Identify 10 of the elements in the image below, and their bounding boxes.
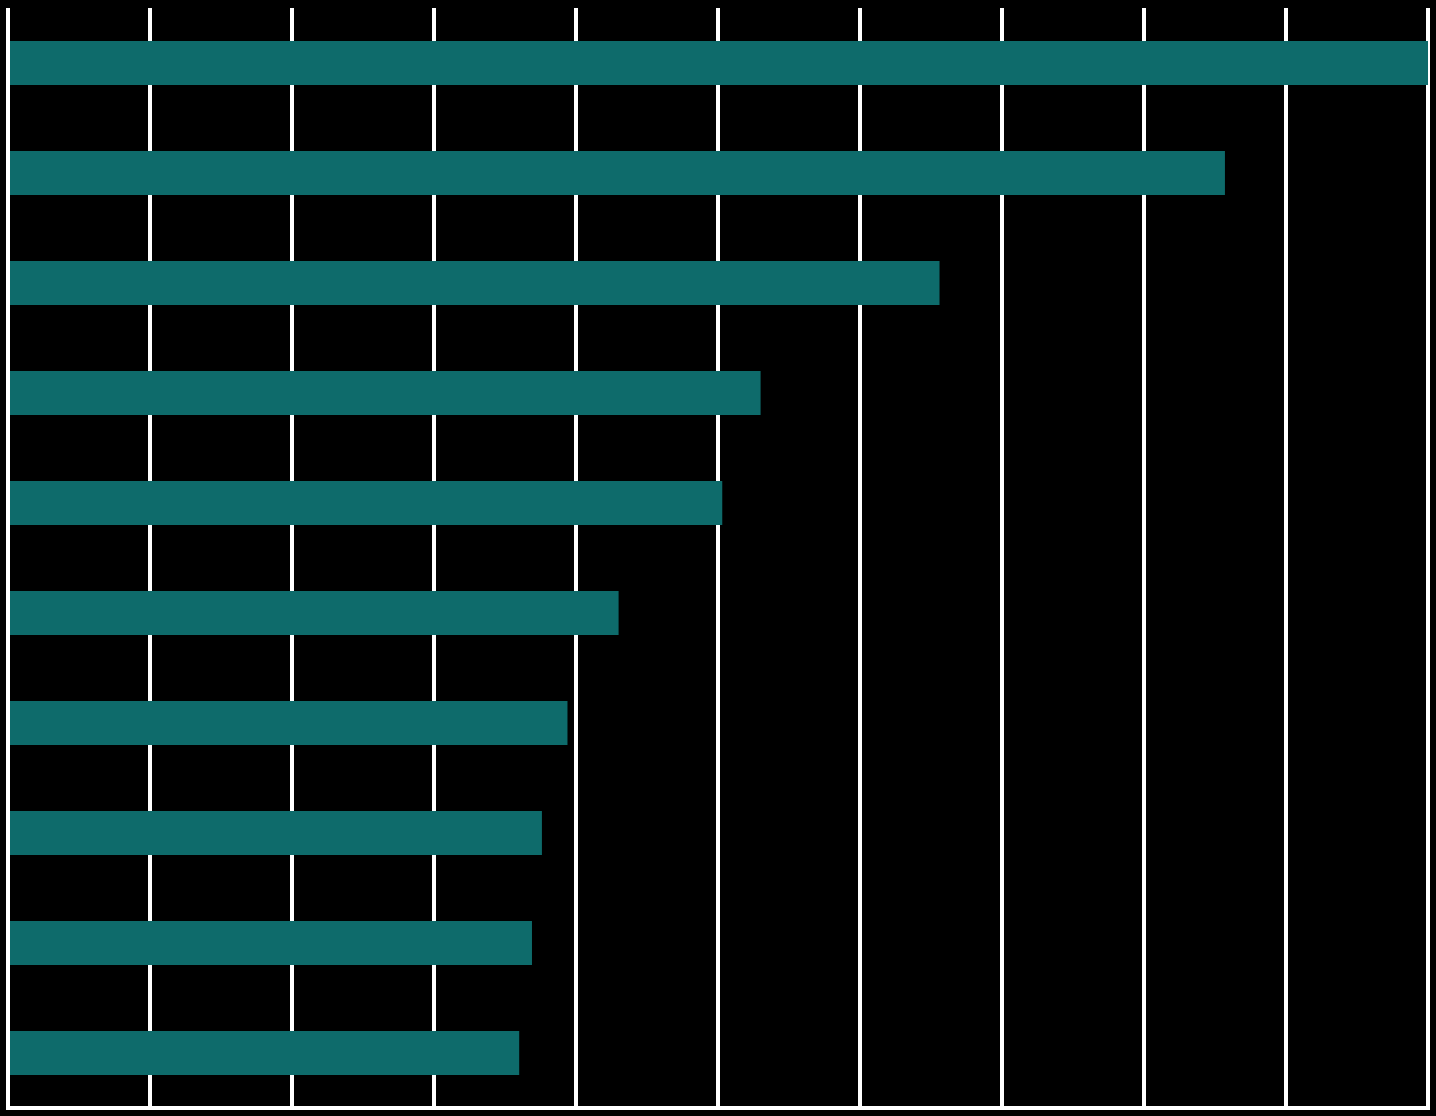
bar <box>10 41 1428 85</box>
bar <box>10 151 1225 195</box>
bar <box>10 921 532 965</box>
bar <box>10 591 619 635</box>
bar <box>10 481 723 525</box>
bar <box>10 261 940 305</box>
bar <box>10 811 542 855</box>
bar <box>10 701 568 745</box>
bar <box>10 371 761 415</box>
bar <box>10 1031 520 1075</box>
